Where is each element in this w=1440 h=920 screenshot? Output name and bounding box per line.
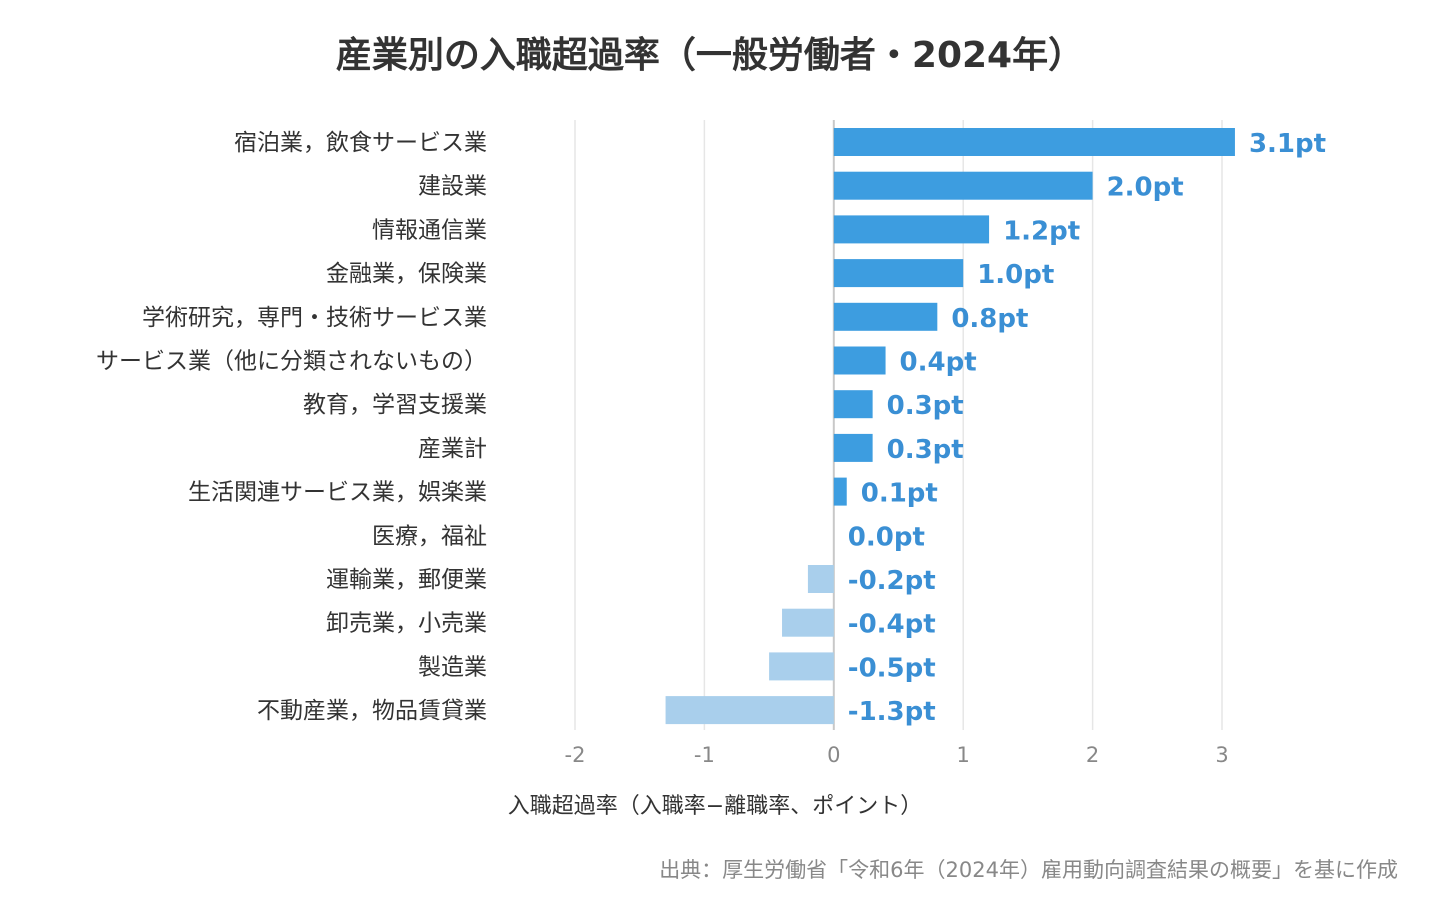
category-label-8: 生活関連サービス業，娯楽業 xyxy=(188,480,487,506)
source-note: 出典：厚生労働省「令和6年（2024年）雇用動向調査結果の概要」を基に作成 xyxy=(659,858,1398,882)
category-labels: 宿泊業，飲食サービス業建設業情報通信業金融業，保険業学術研究，専門・技術サービス… xyxy=(96,130,487,724)
bar-4 xyxy=(833,302,938,331)
data-label-7: 0.3pt xyxy=(887,435,964,465)
bar-12 xyxy=(769,652,834,681)
data-label-5: 0.4pt xyxy=(900,348,977,378)
category-label-4: 学術研究，専門・技術サービス業 xyxy=(142,305,487,331)
data-label-2: 1.2pt xyxy=(1003,216,1080,246)
data-label-0: 3.1pt xyxy=(1249,129,1326,159)
data-label-3: 1.0pt xyxy=(977,260,1054,290)
data-label-11: -0.4pt xyxy=(848,610,936,640)
data-label-4: 0.8pt xyxy=(951,304,1028,334)
data-label-13: -1.3pt xyxy=(848,697,936,727)
category-label-6: 教育，学習支援業 xyxy=(303,392,487,418)
bars xyxy=(665,128,1235,725)
bar-13 xyxy=(665,696,834,725)
data-label-8: 0.1pt xyxy=(861,479,938,509)
data-label-6: 0.3pt xyxy=(887,391,964,421)
bar-10 xyxy=(807,565,834,593)
bar-0 xyxy=(833,128,1235,156)
bar-2 xyxy=(833,215,990,244)
x-tick-label-2: 0 xyxy=(827,743,840,767)
category-label-13: 不動産業，物品賃貸業 xyxy=(257,698,487,724)
bar-6 xyxy=(833,390,873,419)
category-label-9: 医療，福祉 xyxy=(372,523,487,549)
bar-8 xyxy=(833,477,847,506)
x-axis-ticks: -2 -1 0 1 2 3 xyxy=(565,743,1229,767)
data-label-9: 0.0pt xyxy=(848,522,925,552)
x-tick-label-4: 2 xyxy=(1086,743,1099,767)
data-labels: 3.1pt 2.0pt 1.2pt 1.0pt 0.8pt 0.4pt 0.3pt 0.3pt… xyxy=(848,129,1326,727)
chart-title: 産業別の入職超過率（一般労働者・2024年） xyxy=(335,35,1085,76)
x-tick-label-1: -1 xyxy=(694,743,715,767)
category-label-10: 運輸業，郵便業 xyxy=(326,567,487,593)
category-label-5: サービス業（他に分類されないもの） xyxy=(96,349,487,375)
data-label-10: -0.2pt xyxy=(848,566,936,596)
category-label-12: 製造業 xyxy=(418,654,487,680)
category-label-1: 建設業 xyxy=(418,174,487,200)
data-label-1: 2.0pt xyxy=(1107,173,1184,203)
x-tick-label-3: 1 xyxy=(957,743,970,767)
bar-11 xyxy=(782,608,834,637)
bar-7 xyxy=(833,433,873,462)
category-label-11: 卸売業，小売業 xyxy=(326,611,487,637)
category-label-7: 産業計 xyxy=(418,436,487,462)
category-label-2: 情報通信業 xyxy=(372,217,487,243)
data-label-12: -0.5pt xyxy=(848,653,936,683)
x-tick-label-0: -2 xyxy=(565,743,586,767)
x-axis-title: 入職超過率（入職率−離職率、ポイント） xyxy=(507,794,923,819)
category-label-0: 宿泊業，飲食サービス業 xyxy=(234,130,487,156)
category-label-3: 金融業，保険業 xyxy=(326,261,487,287)
bar-5 xyxy=(833,346,886,375)
bar-3 xyxy=(833,259,964,288)
x-tick-label-5: 3 xyxy=(1215,743,1228,767)
bar-1 xyxy=(833,171,1093,200)
